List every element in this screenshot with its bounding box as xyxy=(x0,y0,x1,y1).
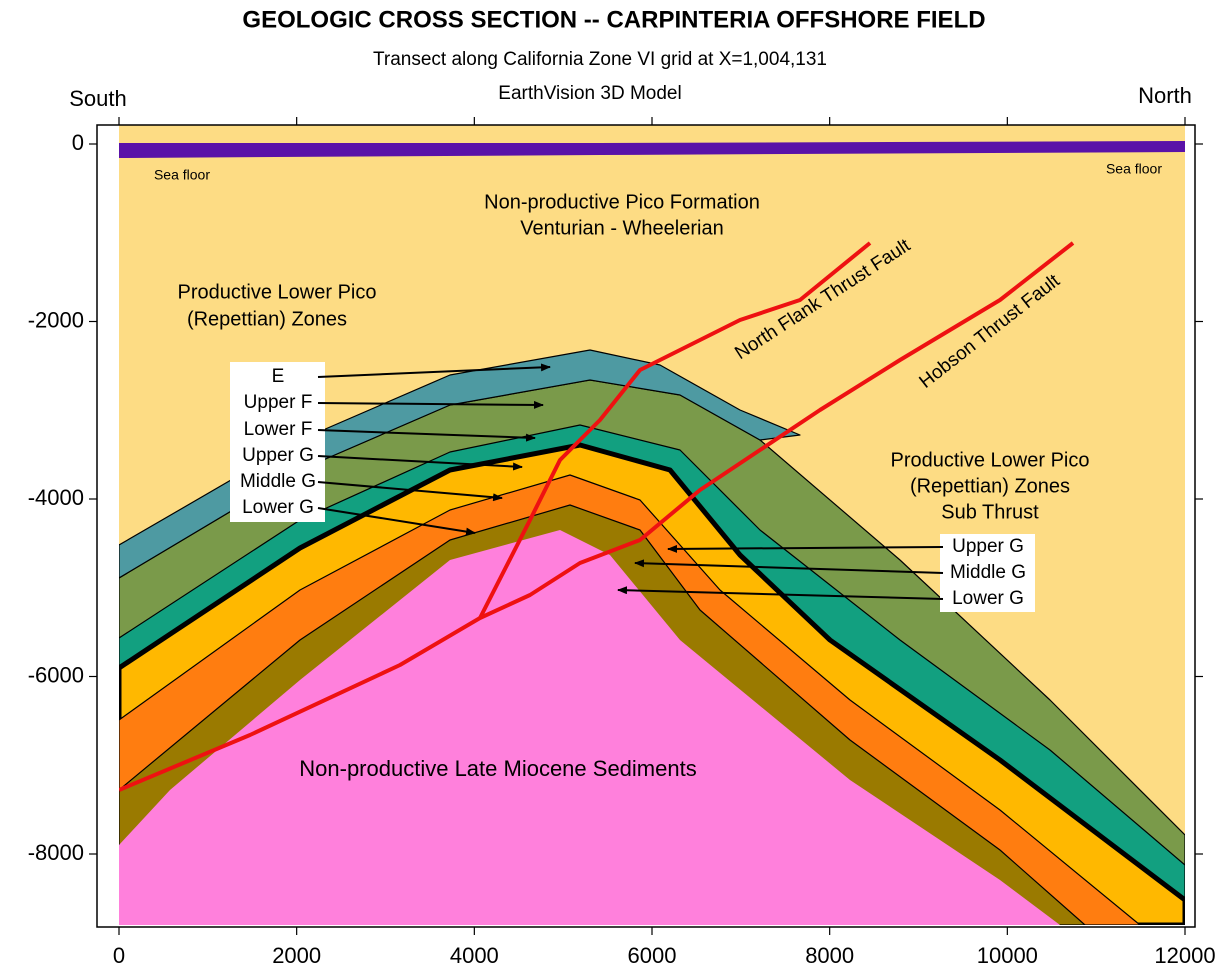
x-tick-label: 10000 xyxy=(977,943,1038,968)
x-tick-label: 6000 xyxy=(628,943,677,968)
y-tick-label: -4000 xyxy=(28,485,84,510)
y-tick-label: -2000 xyxy=(28,307,84,332)
zone-box xyxy=(230,362,325,522)
subtitle: Transect along California Zone VI grid a… xyxy=(373,49,827,70)
zones: E Upper F Lower F Upper G Middle G Lower G Upp… xyxy=(240,363,1026,609)
zone-arrow xyxy=(667,544,944,553)
zone-arrow xyxy=(317,507,476,536)
zone-arrow xyxy=(317,363,551,378)
zone-arrow xyxy=(317,429,536,442)
formation-label: Productive Lower Pico xyxy=(178,281,377,303)
zone-label: E xyxy=(272,366,285,387)
sea-floor-label: Sea floor xyxy=(154,167,210,183)
miocene xyxy=(119,530,1060,925)
zone-box xyxy=(940,534,1035,612)
x-tick-label: 12000 xyxy=(1154,943,1215,968)
frame xyxy=(96,124,1196,928)
north-label: North xyxy=(1138,83,1192,108)
zone-arrow xyxy=(317,481,503,502)
formation-label: Sub Thrust xyxy=(941,501,1039,523)
zone-label: Middle G xyxy=(240,471,316,492)
zone-arrow xyxy=(634,559,944,574)
x-tick-label: 2000 xyxy=(272,943,321,968)
title: GEOLOGIC CROSS SECTION -- CARPINTERIA OF… xyxy=(242,6,985,33)
formation-label: (Repettian) Zones xyxy=(910,475,1070,497)
formation-label: Venturian - Wheelerian xyxy=(520,217,723,239)
hobson-fault xyxy=(119,241,1075,792)
zone-label: Upper G xyxy=(242,445,314,466)
zone-label: Upper F xyxy=(244,392,313,413)
sea xyxy=(119,141,1185,158)
formation-label: Non-productive Late Miocene Sediments xyxy=(299,756,696,781)
model-label: EarthVision 3D Model xyxy=(498,83,681,104)
zone-label: Middle G xyxy=(950,562,1026,583)
zone-label: Upper G xyxy=(952,536,1024,557)
ticks: 0 2000 4000 6000 8000 10000 12000 0 -2000 -4000 -6… xyxy=(28,117,1216,968)
formation-label: Non-productive Pico Formation xyxy=(484,191,760,213)
x-tick-label: 8000 xyxy=(805,943,854,968)
x-tick-label: 0 xyxy=(113,943,125,968)
y-tick-label: -8000 xyxy=(28,840,84,865)
south-label: South xyxy=(69,86,127,111)
zone-label: Lower F xyxy=(244,419,313,440)
zone-arrow xyxy=(617,586,944,600)
north-flank-fault xyxy=(478,241,872,619)
y-tick-label: 0 xyxy=(72,130,84,155)
zone-label: Lower G xyxy=(952,588,1024,609)
formation-label: (Repettian) Zones xyxy=(187,308,347,330)
zone-arrow xyxy=(317,400,544,409)
y-tick-label: -6000 xyxy=(28,662,84,687)
layers xyxy=(119,125,1185,925)
formation-label: Productive Lower Pico xyxy=(891,449,1090,471)
zone-label: Lower G xyxy=(242,497,314,518)
sea-floor-label: Sea floor xyxy=(1106,161,1162,177)
x-tick-label: 4000 xyxy=(450,943,499,968)
zone-arrow xyxy=(317,455,523,471)
